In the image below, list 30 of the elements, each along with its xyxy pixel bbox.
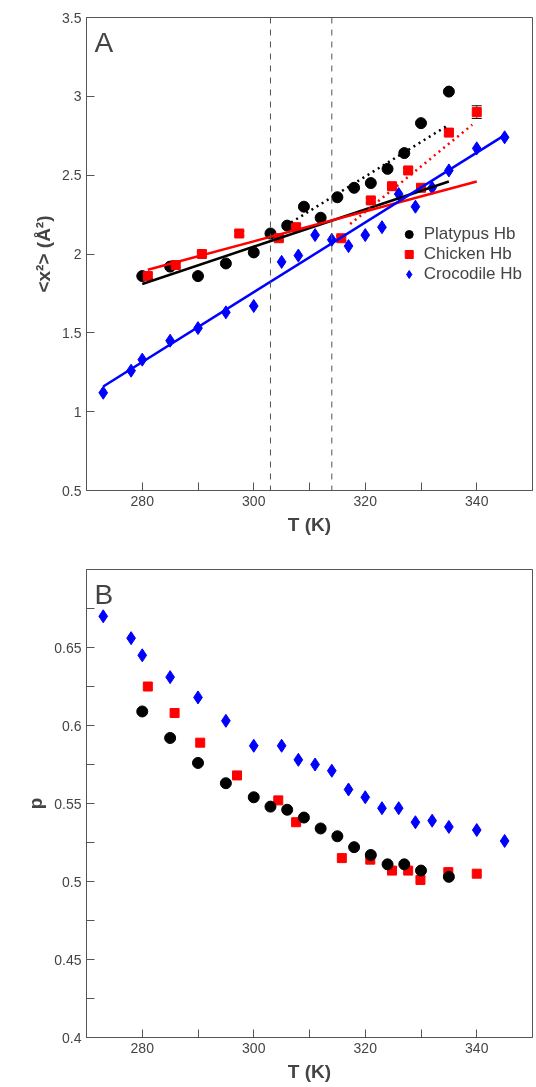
y-tick-label: 0.5 — [62, 482, 82, 499]
y-tick-label: 2.5 — [62, 167, 82, 184]
chart-title: A — [94, 26, 114, 58]
legend-label: Crocodile Hb — [423, 263, 522, 284]
y-tick-label: 0.55 — [54, 795, 82, 812]
y-tick-label: 0.45 — [54, 951, 82, 968]
y-tick-label: 2 — [73, 246, 82, 262]
x-tick-label: 300 — [242, 492, 266, 509]
x-tick-label: 340 — [465, 1039, 489, 1056]
y-tick-label: 0.65 — [54, 639, 82, 656]
x-tick-label: 340 — [465, 492, 489, 509]
x-tick-label: 280 — [130, 492, 155, 509]
y-tick-label: 3.5 — [62, 9, 82, 26]
x-tick-label: 300 — [242, 1039, 266, 1056]
y-tick-label: 0.5 — [62, 873, 82, 890]
y-tick-label: 1.5 — [62, 324, 82, 341]
y-axis-title: <x²> (Å²) — [33, 215, 55, 293]
y-tick-label: 0.6 — [62, 717, 82, 734]
x-axis-title: T (K) — [287, 513, 332, 535]
y-tick-label: 3 — [73, 88, 82, 105]
y-axis-title: p — [25, 797, 47, 810]
x-tick-label: 280 — [130, 1039, 155, 1056]
legend-label: Chicken Hb — [423, 243, 512, 264]
x-axis-title: T (K) — [287, 1060, 332, 1082]
y-tick-label: 0.4 — [62, 1029, 82, 1046]
x-tick-label: 320 — [353, 492, 378, 509]
y-tick-label: 1 — [73, 403, 82, 420]
x-tick-label: 320 — [353, 1039, 378, 1056]
chart-title: B — [94, 578, 114, 610]
legend-label: Platypus Hb — [423, 223, 516, 244]
